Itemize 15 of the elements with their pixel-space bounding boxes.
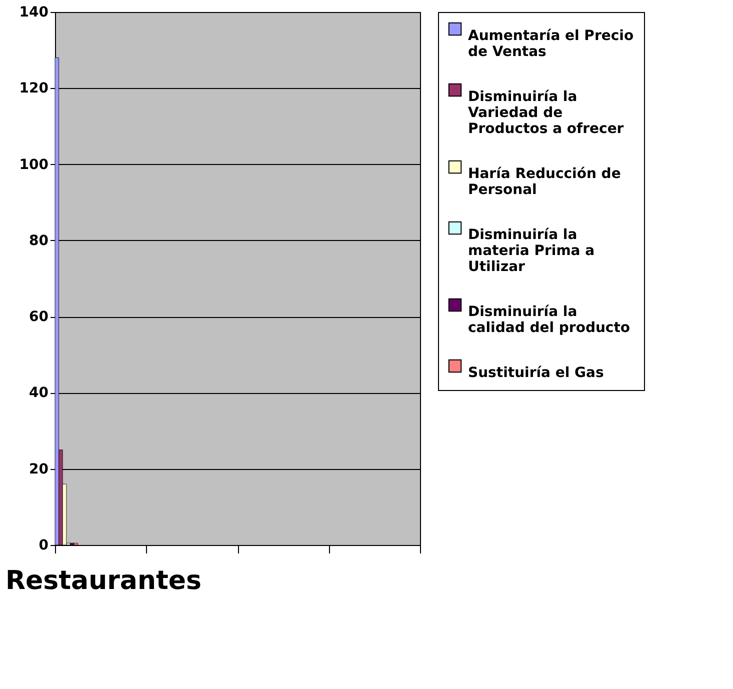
y-tick-label: 60	[29, 309, 49, 326]
legend-label: Disminuiría la Variedad de Productos a ofrecer	[468, 89, 624, 137]
y-tick-label: 100	[19, 156, 49, 173]
legend-label: Sustituiría el Gas	[468, 365, 604, 381]
y-tick-label: 0	[38, 538, 49, 554]
legend-label: Haría Reducción de Personal	[468, 166, 621, 198]
legend-label: Aumentaría el Precio de Ventas	[468, 28, 634, 60]
y-tick-label: 80	[29, 232, 49, 249]
y-tick-label: 40	[29, 385, 49, 402]
y-tick-label: 140	[19, 4, 49, 20]
x-axis-title: Restaurantes	[6, 566, 202, 596]
legend-label: Disminuiría la calidad del producto	[468, 304, 630, 336]
y-tick-label: 120	[19, 80, 49, 97]
legend-label: Disminuiría la materia Prima a Utilizar	[468, 227, 595, 275]
y-tick-label: 20	[29, 461, 49, 478]
